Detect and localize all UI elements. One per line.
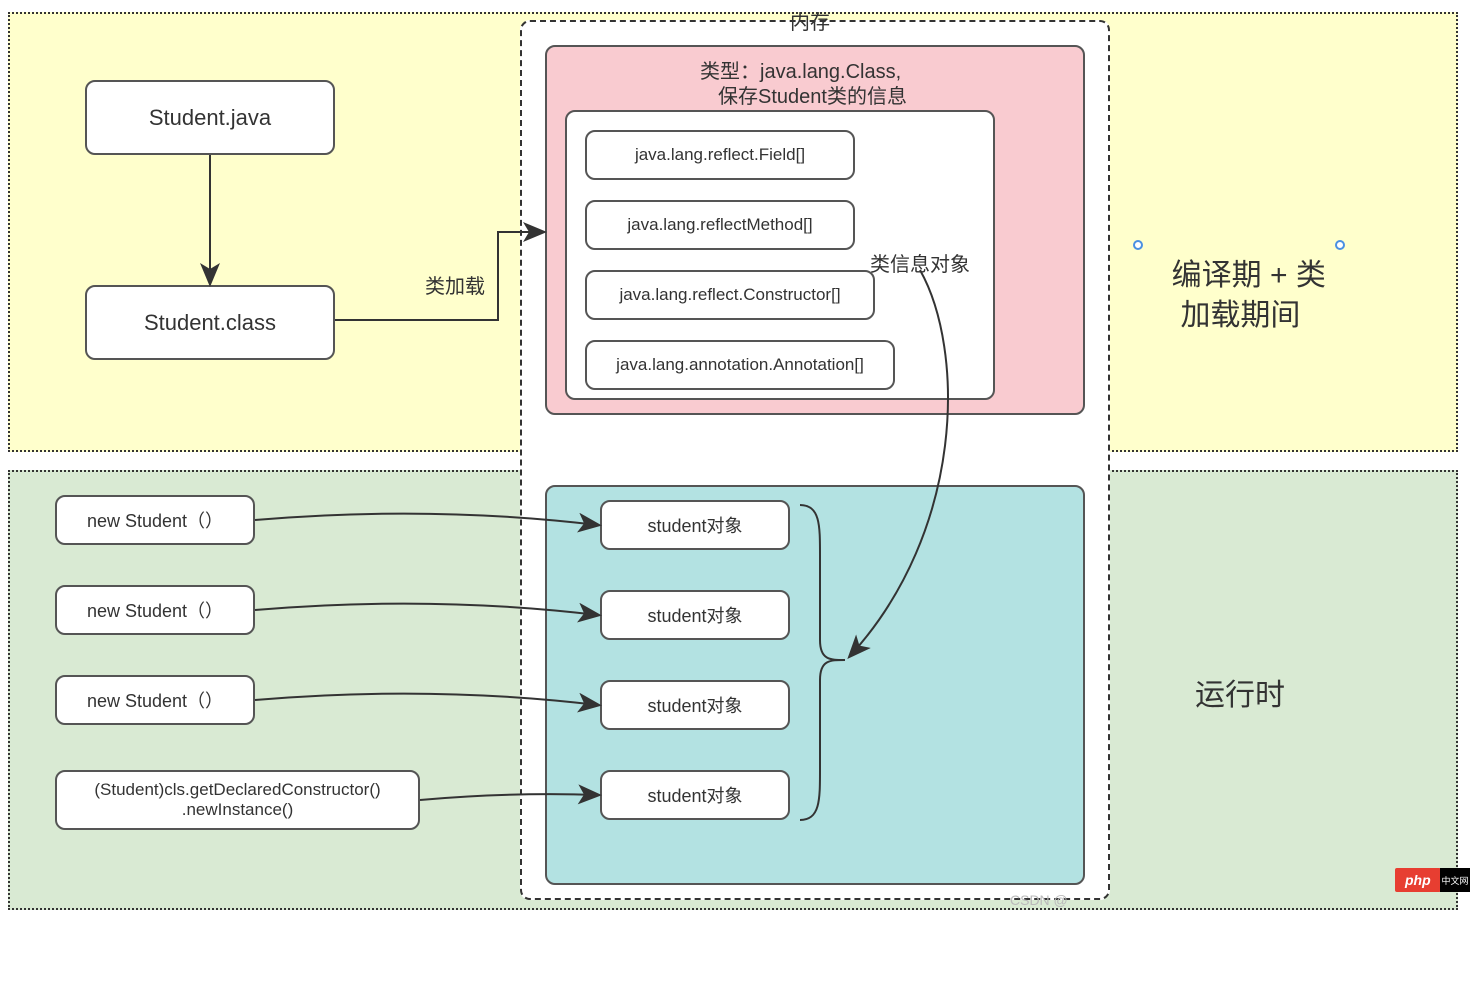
compile-phase-label: 编译期 + 类 加载期间 bbox=[1155, 215, 1326, 337]
php-badge-text: php bbox=[1405, 872, 1431, 888]
annotation-array-box: java.lang.annotation.Annotation[] bbox=[585, 340, 895, 390]
compile-phase-label-text: 编译期 + 类 加载期间 bbox=[1172, 259, 1326, 333]
new-student-2: new Student（） bbox=[55, 585, 255, 635]
new-student-3: new Student（） bbox=[55, 675, 255, 725]
student-obj-2: student对象 bbox=[600, 590, 790, 640]
new-student-1: new Student（） bbox=[55, 495, 255, 545]
memory-title-label: 内存 bbox=[790, 6, 830, 35]
student-obj-1: student对象 bbox=[600, 500, 790, 550]
method-array-box: java.lang.reflectMethod[] bbox=[585, 200, 855, 250]
student-obj-3: student对象 bbox=[600, 680, 790, 730]
php-badge: php bbox=[1395, 868, 1441, 892]
runtime-phase-label: 运行时 bbox=[1195, 670, 1285, 714]
watermark-label: CSDN @ bbox=[1010, 892, 1068, 908]
student-java-box: Student.java bbox=[85, 80, 335, 155]
field-array-box: java.lang.reflect.Field[] bbox=[585, 130, 855, 180]
student-obj-4: student对象 bbox=[600, 770, 790, 820]
class-load-label: 类加载 bbox=[425, 270, 485, 299]
selection-handle-right bbox=[1335, 240, 1345, 250]
selection-handle-left bbox=[1133, 240, 1143, 250]
reflection-new-instance: (Student)cls.getDeclaredConstructor() .n… bbox=[55, 770, 420, 830]
cn-badge: 中文网 bbox=[1440, 868, 1470, 892]
class-info-obj-label: 类信息对象 bbox=[870, 248, 970, 277]
reflection-new-instance-text: (Student)cls.getDeclaredConstructor() .n… bbox=[94, 780, 380, 820]
constructor-array-box: java.lang.reflect.Constructor[] bbox=[585, 270, 875, 320]
student-class-box: Student.class bbox=[85, 285, 335, 360]
class-type-line2: 保存Student类的信息 bbox=[718, 80, 907, 109]
